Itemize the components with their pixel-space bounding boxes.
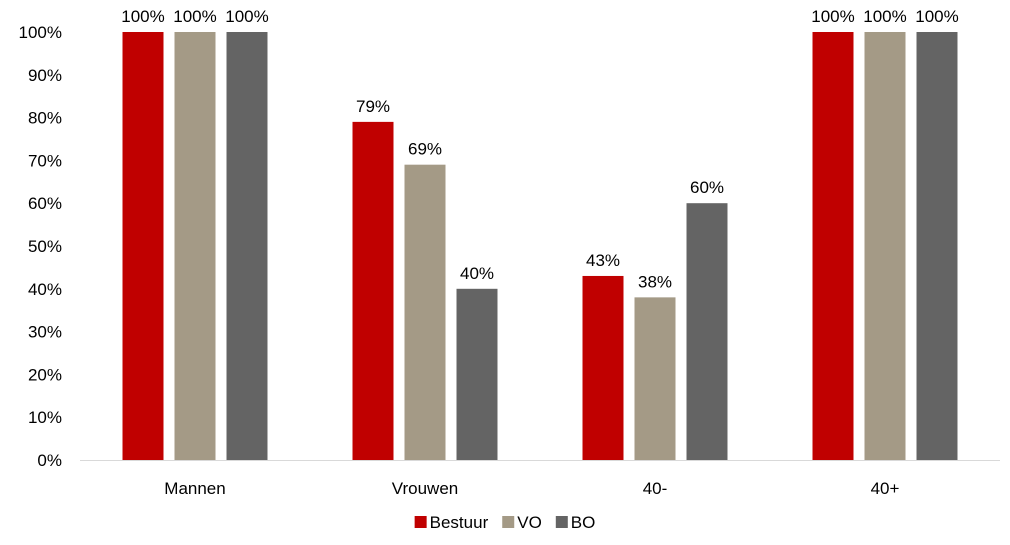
- bar-bestuur-1: [122, 32, 164, 460]
- bar-bo-2: [456, 288, 498, 460]
- legend-item-vo: VO: [502, 513, 542, 532]
- legend-label: Bestuur: [430, 513, 489, 532]
- x-tick-label: 40+: [871, 479, 900, 498]
- data-label: 40%: [460, 264, 494, 283]
- y-tick-label: 40%: [28, 280, 62, 299]
- x-tick-label: Vrouwen: [392, 479, 458, 498]
- legend-swatch: [502, 516, 515, 528]
- x-tick-label: Mannen: [164, 479, 225, 498]
- legend-label: VO: [517, 513, 542, 532]
- y-tick-label: 10%: [28, 408, 62, 427]
- y-tick-label: 30%: [28, 323, 62, 342]
- data-label: 100%: [811, 7, 854, 26]
- y-axis: 0% 10% 20% 30% 40% 50% 60% 70% 80% 90% 100%: [19, 23, 62, 470]
- data-label: 43%: [586, 251, 620, 270]
- y-tick-label: 100%: [19, 23, 62, 42]
- data-label: 100%: [173, 7, 216, 26]
- bar-bo-4: [916, 32, 958, 460]
- bar-vo-4: [864, 32, 906, 460]
- x-tick-label: 40-: [643, 479, 668, 498]
- y-tick-label: 0%: [37, 451, 62, 470]
- data-labels-group: 100% 100% 100% 79% 69% 40% 43% 38% 60% 100% 100% 10…: [121, 7, 958, 291]
- y-tick-label: 60%: [28, 194, 62, 213]
- bars-group: [122, 32, 958, 460]
- data-label: 79%: [356, 97, 390, 116]
- data-label: 69%: [408, 140, 442, 159]
- legend-swatch: [555, 516, 568, 528]
- bar-bo-1: [226, 32, 268, 460]
- bar-bestuur-2: [352, 121, 394, 460]
- y-tick-label: 20%: [28, 365, 62, 384]
- y-tick-label: 50%: [28, 237, 62, 256]
- bar-vo-3: [634, 297, 676, 460]
- bar-vo-1: [174, 32, 216, 460]
- bar-vo-2: [404, 164, 446, 460]
- y-tick-label: 90%: [28, 66, 62, 85]
- data-label: 100%: [915, 7, 958, 26]
- data-label: 100%: [225, 7, 268, 26]
- x-axis: Mannen Vrouwen 40- 40+: [164, 479, 899, 498]
- data-label: 60%: [690, 178, 724, 197]
- bar-bestuur-4: [812, 32, 854, 460]
- legend-swatch: [414, 516, 427, 528]
- bar-bestuur-3: [582, 275, 624, 460]
- bar-bo-3: [686, 203, 728, 460]
- y-tick-label: 80%: [28, 109, 62, 128]
- legend-item-bestuur: Bestuur: [414, 513, 489, 532]
- legend: Bestuur VO BO: [414, 513, 596, 532]
- data-label: 38%: [638, 272, 672, 291]
- legend-label: BO: [571, 513, 596, 532]
- data-label: 100%: [863, 7, 906, 26]
- data-label: 100%: [121, 7, 164, 26]
- legend-item-bo: BO: [555, 513, 596, 532]
- y-tick-label: 70%: [28, 151, 62, 170]
